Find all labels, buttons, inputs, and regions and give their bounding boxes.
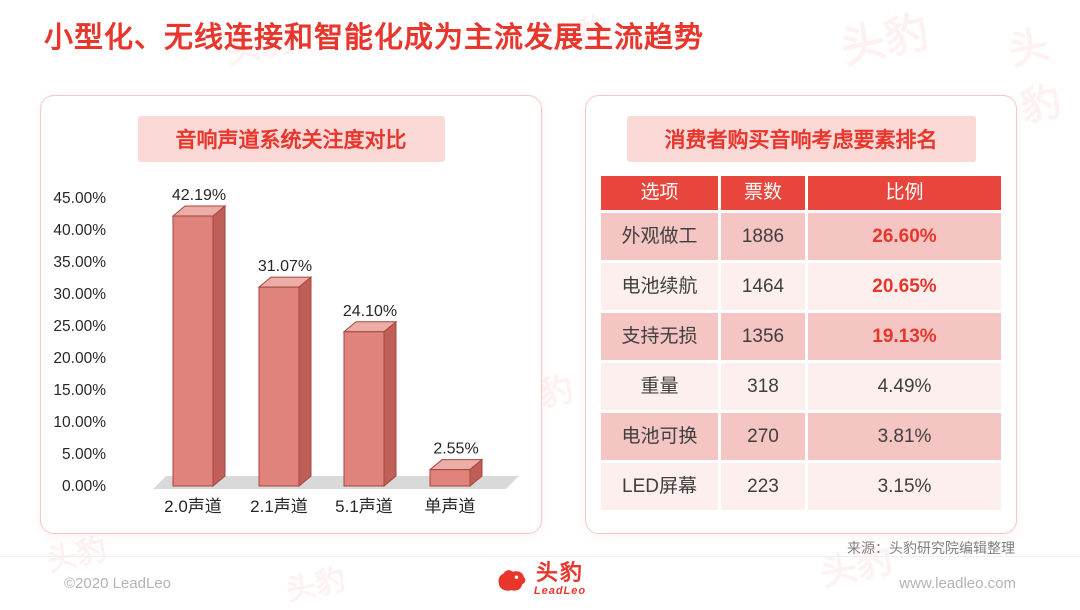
source-note: 来源：头豹研究院编辑整理 — [847, 540, 1015, 556]
cell-ratio: 26.60% — [808, 213, 1001, 260]
chart-bar: 42.19% — [171, 187, 227, 488]
y-axis-tick-label: 10.00% — [53, 414, 106, 431]
y-axis-tick-label: 25.00% — [53, 318, 106, 335]
bar-chart-svg: 0.00% 5.00% 10.00% 15.00% 20.00% 25.00% 30.00%… — [53, 187, 519, 516]
watermark-logo: 头豹 — [836, 7, 934, 74]
logo-cn-text: 头豹 — [535, 560, 585, 585]
leadleo-logo: 头豹 LeadLeo — [494, 562, 586, 597]
footer-copyright: ©2020 LeadLeo — [64, 575, 171, 592]
left-panel: 音响声道系统关注度对比 0.00% 5.00% 10.00% 15.00% 20.00%… — [40, 95, 542, 534]
ranking-table: 选项 票数 比例 外观做工 1886 26.60% 电池续航 1464 20.65% 支持无… — [601, 176, 1001, 510]
footer-website: www.leadleo.com — [899, 575, 1016, 592]
cell-ratio: 20.65% — [808, 263, 1001, 310]
bar-value-label: 2.55% — [433, 441, 478, 458]
cell-ratio: 19.13% — [808, 313, 1001, 360]
y-axis-tick-label: 20.00% — [53, 350, 106, 367]
y-axis-tick-label: 30.00% — [53, 286, 106, 303]
y-axis-tick-label: 40.00% — [53, 222, 106, 239]
bar-value-label: 42.19% — [172, 187, 226, 204]
chart-bar: 2.55% — [428, 441, 484, 488]
x-axis-category-label: 单声道 — [425, 497, 476, 516]
cell-option: 外观做工 — [601, 213, 718, 260]
footer: ©2020 LeadLeo 头豹 LeadLeo www.leadleo.com — [0, 556, 1080, 609]
right-panel: 消费者购买音响考虑要素排名 选项 票数 比例 外观做工 1886 26.60% 电池续… — [585, 95, 1017, 534]
cell-votes: 223 — [721, 463, 805, 510]
cell-ratio: 3.15% — [808, 463, 1001, 510]
y-axis-tick-label: 35.00% — [53, 254, 106, 271]
y-axis-tick-label: 15.00% — [53, 382, 106, 399]
chart-floor — [153, 476, 519, 489]
left-panel-title: 音响声道系统关注度对比 — [137, 116, 445, 162]
page-title: 小型化、无线连接和智能化成为主流发展主流趋势 — [44, 22, 705, 54]
cell-ratio: 4.49% — [808, 363, 1001, 410]
cell-ratio: 3.81% — [808, 413, 1001, 460]
table-header-option: 选项 — [601, 176, 718, 210]
cell-option: 电池续航 — [601, 263, 718, 310]
table-header-ratio: 比例 — [808, 176, 1001, 210]
bar-value-label: 31.07% — [258, 258, 312, 275]
x-axis-category-label: 5.1声道 — [335, 497, 393, 516]
bar-chart: 0.00% 5.00% 10.00% 15.00% 20.00% 25.00% 30.00%… — [47, 168, 535, 520]
cell-option: 支持无损 — [601, 313, 718, 360]
chart-bar: 24.10% — [342, 303, 398, 488]
cell-votes: 270 — [721, 413, 805, 460]
bar-value-label: 24.10% — [343, 303, 397, 320]
table-header-votes: 票数 — [721, 176, 805, 210]
logo-en-text: LeadLeo — [533, 585, 587, 597]
cell-votes: 1886 — [721, 213, 805, 260]
chart-bar: 31.07% — [257, 258, 313, 488]
cell-option: 电池可换 — [601, 413, 718, 460]
cell-votes: 1356 — [721, 313, 805, 360]
cell-votes: 1464 — [721, 263, 805, 310]
y-axis-tick-label: 0.00% — [62, 478, 106, 495]
leadleo-logo-text: 头豹 LeadLeo — [534, 562, 586, 597]
x-axis-category-label: 2.1声道 — [250, 497, 308, 516]
cell-option: 重量 — [601, 363, 718, 410]
right-panel-title: 消费者购买音响考虑要素排名 — [626, 116, 976, 162]
cell-option: LED屏幕 — [601, 463, 718, 510]
y-axis-tick-label: 45.00% — [53, 190, 106, 207]
leadleo-logo-icon — [498, 569, 526, 591]
cell-votes: 318 — [721, 363, 805, 410]
x-axis-category-label: 2.0声道 — [164, 497, 222, 516]
y-axis-tick-label: 5.00% — [62, 446, 106, 463]
